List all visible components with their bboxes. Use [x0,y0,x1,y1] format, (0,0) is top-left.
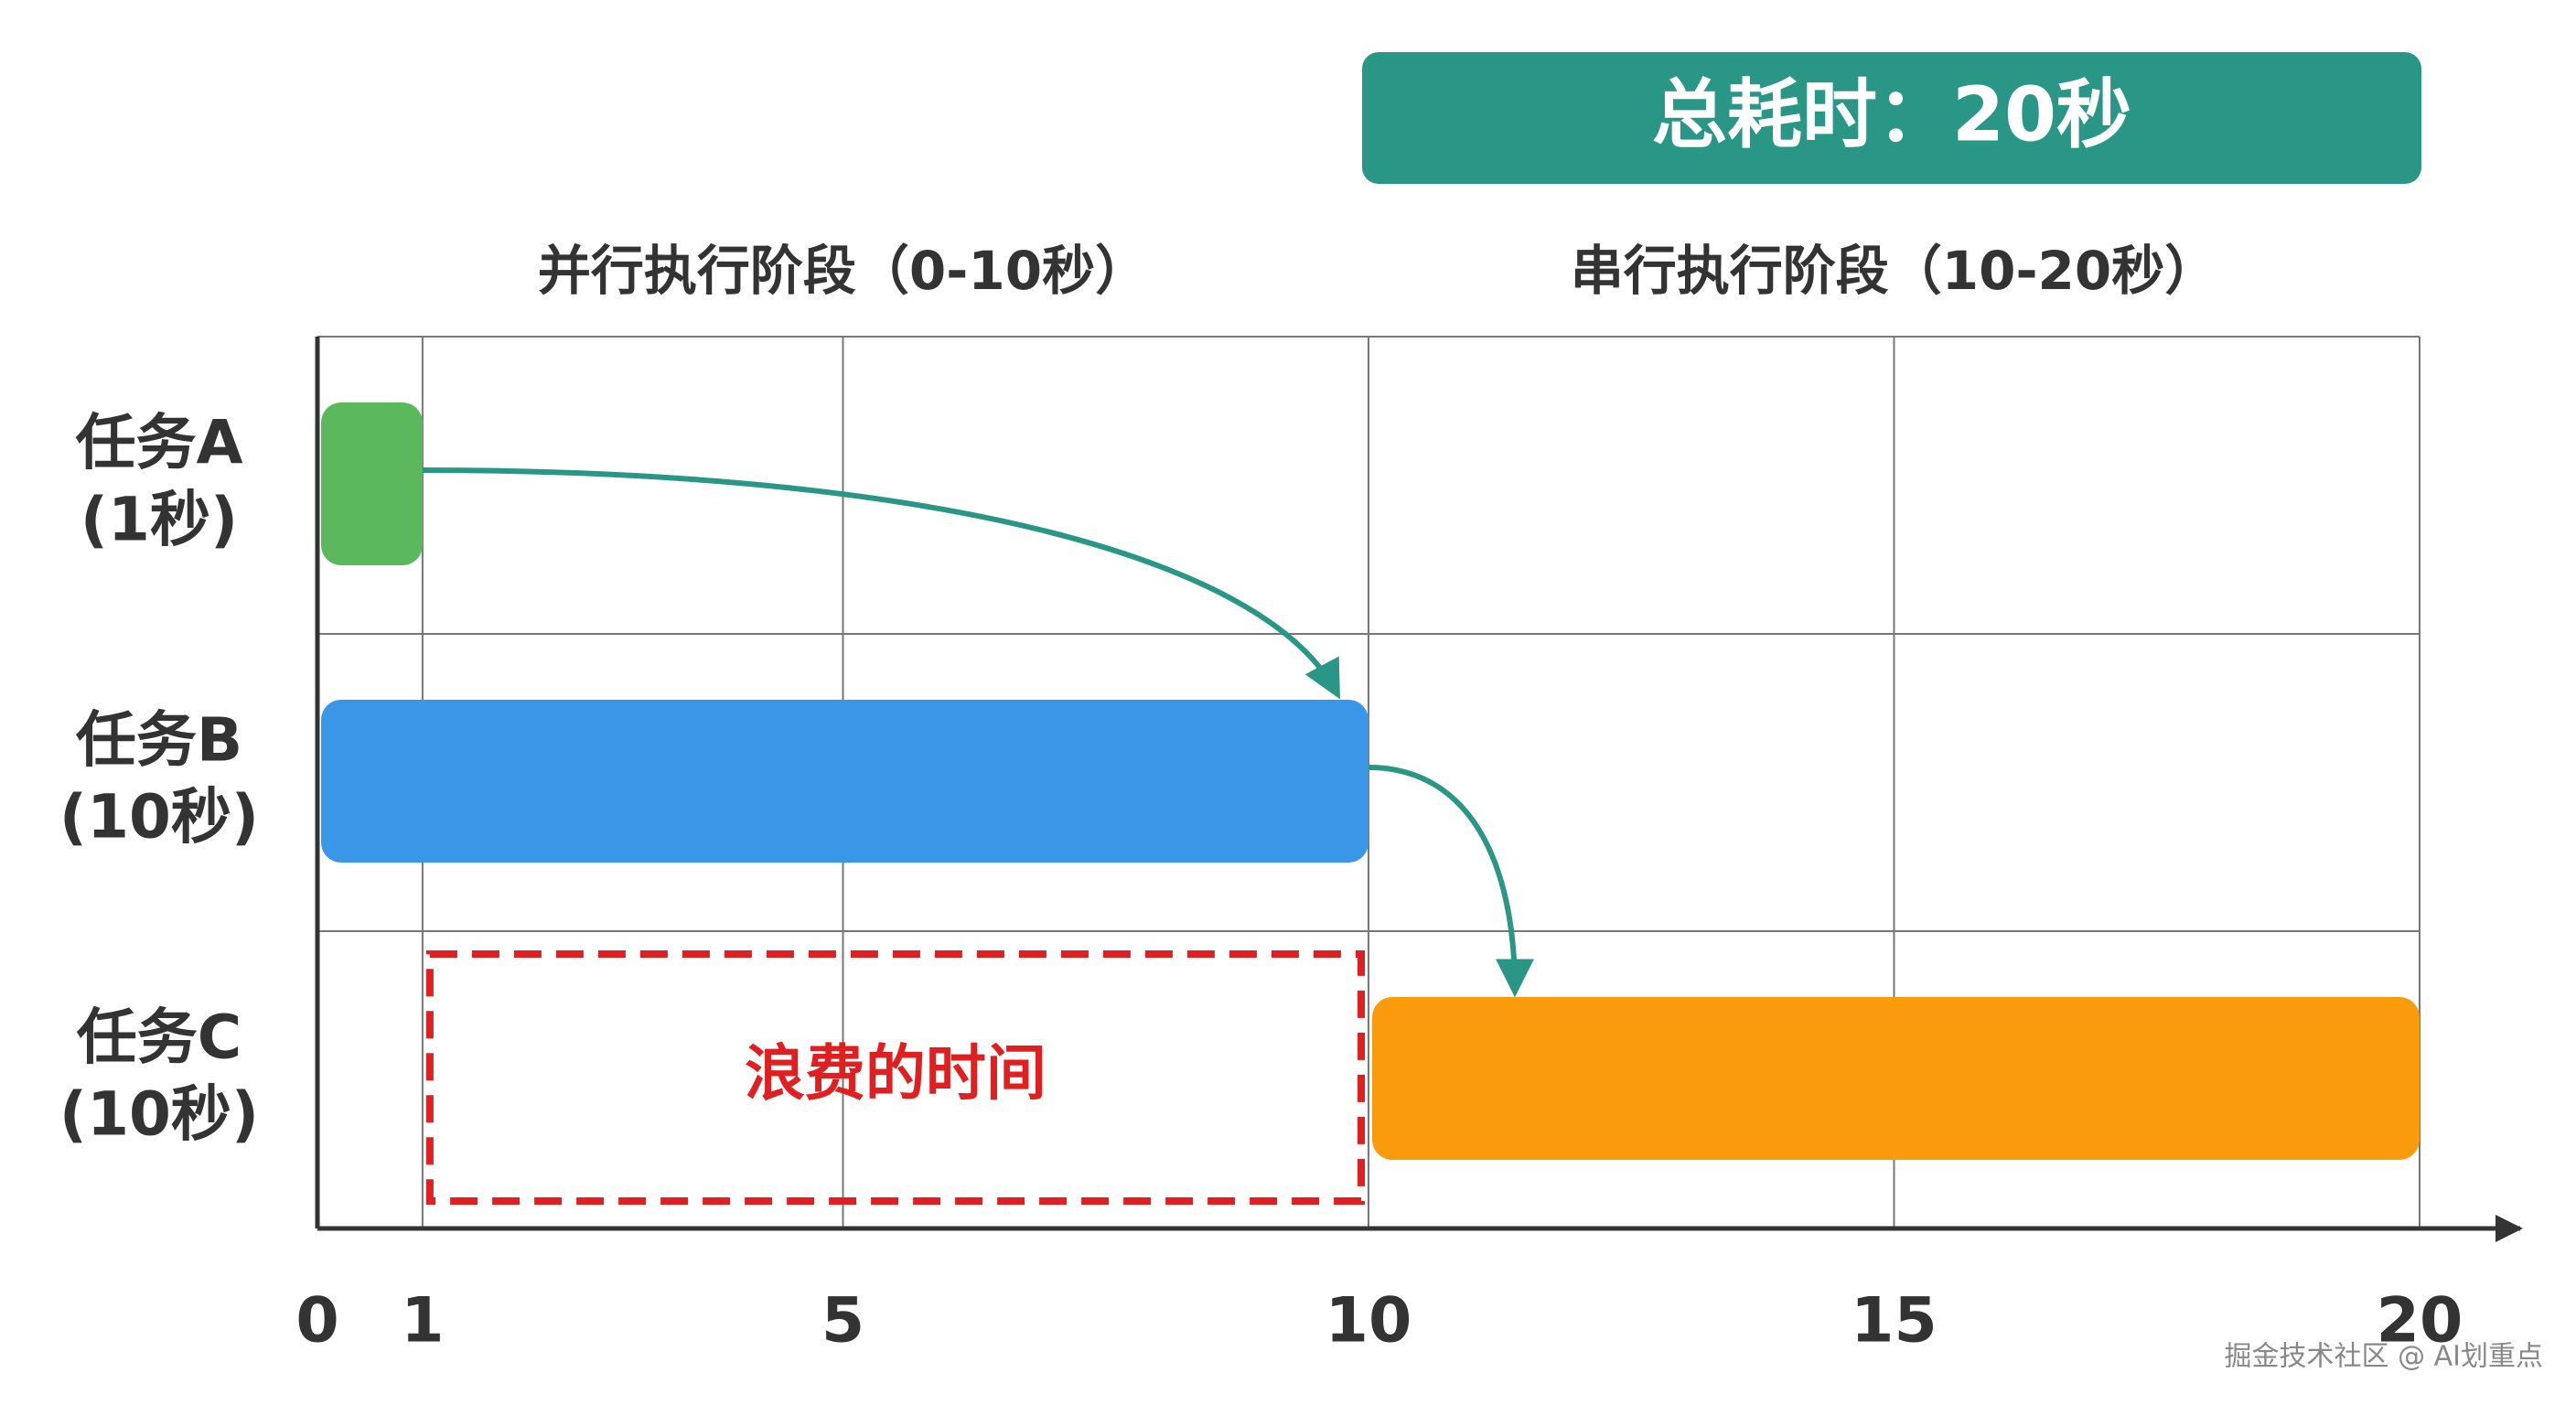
x-tick-label: 5 [821,1285,864,1357]
title-box [1362,52,2421,184]
watermark: 掘金技术社区 @ AI划重点 [2225,1341,2543,1373]
x-tick-label: 15 [1851,1285,1937,1357]
task-label: (10秒) [59,782,259,853]
task-bar [321,700,1368,863]
task-name: 任务B [76,705,242,776]
waste-label: 浪费的时间 [745,1038,1046,1109]
phase-label: 并行执行阶段（0-10秒） [538,240,1148,302]
chart-title: 总耗时：20秒 [1652,71,2131,158]
task-bar [321,402,423,565]
phase-label: 串行执行阶段（10-20秒） [1571,240,2218,302]
dependency-arrow [1368,765,1534,998]
task-label: (10秒) [59,1079,259,1150]
task-bar [1372,997,2420,1160]
task-name: 任务A [75,408,242,478]
waste-box [425,950,1365,1205]
dependency-arrow [422,467,1340,700]
x-tick-label: 20 [2377,1285,2463,1357]
task-label: (1秒) [80,485,238,555]
x-tick-label: 10 [1326,1285,1412,1357]
x-tick-label: 0 [295,1285,338,1357]
x-tick-label: 1 [401,1285,444,1357]
task-name: 任务C [77,1003,242,1073]
